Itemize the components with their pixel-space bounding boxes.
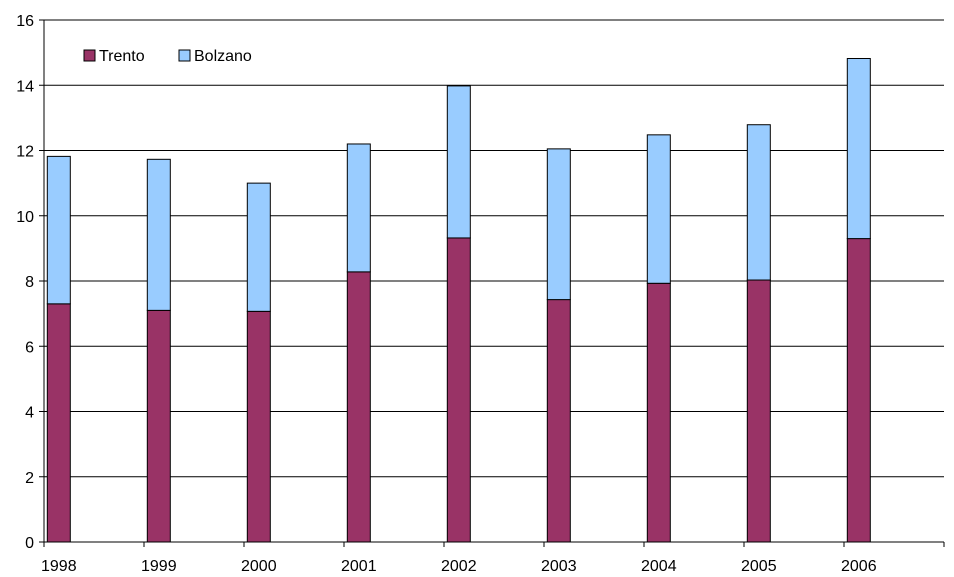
bar-bolzano-2002 bbox=[446, 85, 471, 239]
bar-bolzano-1998 bbox=[46, 155, 71, 305]
bar-trento-1998 bbox=[46, 303, 71, 543]
y-tick-label: 10 bbox=[16, 209, 34, 226]
legend-swatch-bolzano bbox=[178, 49, 191, 62]
x-tick-label: 1998 bbox=[41, 558, 77, 575]
bar-bolzano-2004 bbox=[646, 134, 671, 284]
legend-item-trento: Trento bbox=[83, 48, 145, 65]
x-tick-label: 2002 bbox=[441, 558, 477, 575]
bar-bolzano-2005 bbox=[746, 124, 771, 281]
y-tick-labels: 0 2 4 6 8 10 12 14 16 bbox=[16, 13, 34, 552]
bar-trento-2000 bbox=[246, 310, 271, 543]
bars bbox=[46, 57, 871, 543]
bar-trento-2004 bbox=[646, 282, 671, 543]
legend-label-trento: Trento bbox=[99, 48, 145, 65]
bar-trento-1999 bbox=[146, 309, 171, 543]
x-tick-label: 2000 bbox=[241, 558, 277, 575]
bar-trento-2002 bbox=[446, 237, 471, 543]
bar-trento-2006 bbox=[846, 238, 871, 543]
y-tick-label: 6 bbox=[25, 339, 34, 356]
bar-trento-2003 bbox=[546, 299, 571, 543]
bar-bolzano-2006 bbox=[846, 57, 871, 240]
legend-item-bolzano: Bolzano bbox=[178, 48, 252, 65]
y-tick-label: 14 bbox=[16, 78, 34, 95]
x-tick-label: 2005 bbox=[741, 558, 777, 575]
bar-trento-2001 bbox=[346, 271, 371, 543]
bar-bolzano-2003 bbox=[546, 148, 571, 301]
legend-swatch-trento bbox=[83, 49, 96, 62]
x-tick-label: 2004 bbox=[641, 558, 677, 575]
legend-label-bolzano: Bolzano bbox=[194, 48, 252, 65]
y-tick-label: 8 bbox=[25, 274, 34, 291]
y-tick-label: 0 bbox=[25, 535, 34, 552]
y-tick-label: 16 bbox=[16, 13, 34, 30]
bar-bolzano-2000 bbox=[246, 182, 271, 312]
bar-trento-2005 bbox=[746, 279, 771, 543]
y-tick-label: 12 bbox=[16, 144, 34, 161]
y-tick-label: 2 bbox=[25, 470, 34, 487]
x-tick-labels: 1998 1999 2000 2001 2002 2003 2004 2005 2006 bbox=[41, 558, 877, 575]
x-tick-label: 2003 bbox=[541, 558, 577, 575]
bar-bolzano-2001 bbox=[346, 143, 371, 273]
legend: Trento Bolzano bbox=[83, 48, 252, 65]
x-tick-label: 2001 bbox=[341, 558, 377, 575]
axes bbox=[39, 19, 945, 547]
gridlines bbox=[44, 19, 944, 478]
x-tick-label: 2006 bbox=[841, 558, 877, 575]
x-tick-label: 1999 bbox=[141, 558, 177, 575]
y-tick-label: 4 bbox=[25, 405, 34, 422]
bar-bolzano-1999 bbox=[146, 158, 171, 311]
